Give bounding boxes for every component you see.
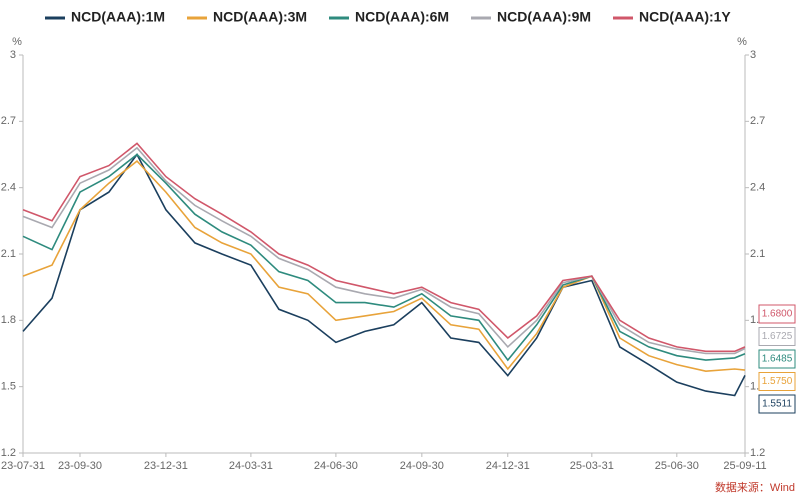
x-tick-label: 24-03-31 xyxy=(229,460,273,472)
y-tick-label: 1.2 xyxy=(1,447,16,459)
end-label: 1.5511 xyxy=(762,399,792,410)
x-tick-label: 24-09-30 xyxy=(400,460,444,472)
y-tick-label: 2.1 xyxy=(1,248,16,260)
end-label-box xyxy=(758,372,796,391)
y2-tick-label: 2.4 xyxy=(750,182,765,194)
end-label: 1.6725 xyxy=(762,331,793,342)
series-line xyxy=(22,142,746,353)
y2-tick-label: 2.7 xyxy=(750,115,765,127)
y-tick-label: 3 xyxy=(10,49,16,61)
x-tick-label: 24-12-31 xyxy=(486,460,530,472)
source: 数据来源：Wind xyxy=(715,480,795,494)
y-unit: % xyxy=(12,36,22,48)
x-tick-label: 23-09-30 xyxy=(58,460,102,472)
y-tick-label: 2.4 xyxy=(1,182,16,194)
legend-label: NCD(AAA):9M xyxy=(497,9,591,25)
x-tick-label: 25-06-30 xyxy=(655,460,699,472)
y2-tick-label: 1.2 xyxy=(750,447,765,459)
end-label-box xyxy=(758,327,796,346)
y2-unit: % xyxy=(737,36,747,48)
legend-label: NCD(AAA):1Y xyxy=(639,9,731,25)
x-tick-label: 25-03-31 xyxy=(570,460,614,472)
legend-label: NCD(AAA):1M xyxy=(71,9,165,25)
x-tick-label: 24-06-30 xyxy=(314,460,358,472)
legend-label: NCD(AAA):3M xyxy=(213,9,307,25)
x-tick-label: 23-12-31 xyxy=(144,460,188,472)
x-tick-label: 23-07-31 xyxy=(1,460,45,472)
legend-label: NCD(AAA):6M xyxy=(355,9,449,25)
y-tick-label: 2.7 xyxy=(1,115,16,127)
x-tick-label: 25-09-11 xyxy=(723,460,766,472)
y-tick-label: 1.5 xyxy=(1,381,16,393)
series-line xyxy=(22,153,746,362)
y2-tick-label: 3 xyxy=(750,49,756,61)
y-tick-label: 1.8 xyxy=(1,314,16,326)
series-line xyxy=(22,153,746,397)
series-line xyxy=(22,160,746,373)
end-label: 1.6800 xyxy=(762,309,793,320)
end-label-box xyxy=(758,394,796,414)
end-label-box xyxy=(758,349,796,369)
end-label: 1.5750 xyxy=(762,376,793,387)
end-label-box xyxy=(758,304,796,324)
series-line xyxy=(22,146,746,355)
end-label: 1.6485 xyxy=(762,354,793,365)
y2-tick-label: 2.1 xyxy=(750,248,765,260)
